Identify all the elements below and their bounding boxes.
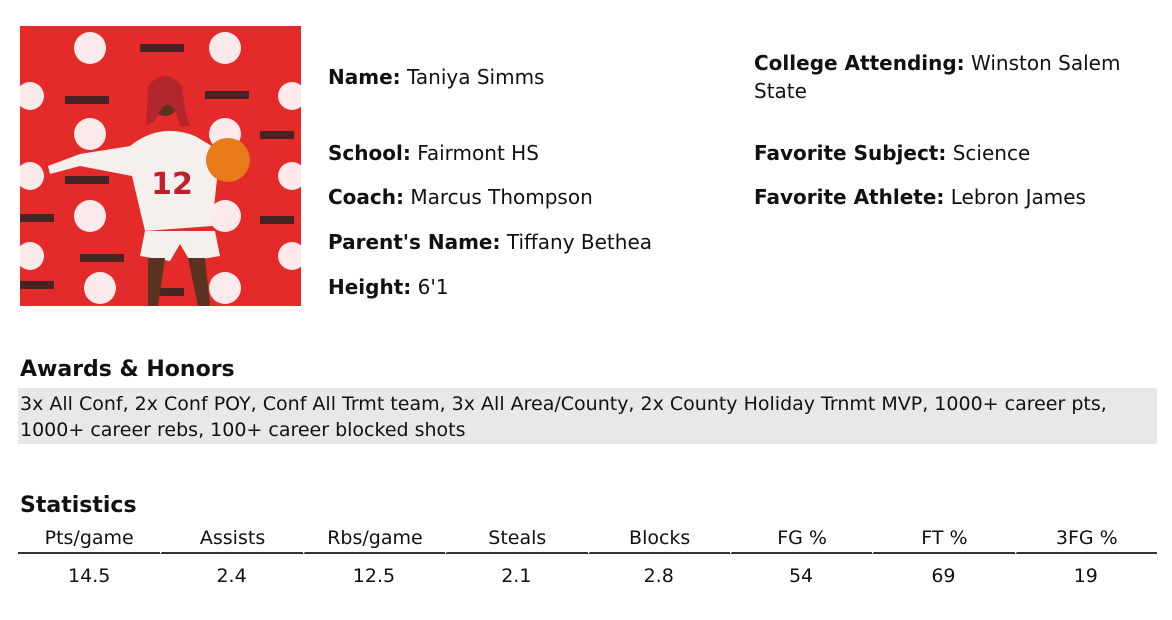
stat-header: Assists — [160, 524, 303, 554]
field: Name: Taniya Simms — [328, 63, 544, 91]
svg-text:12: 12 — [151, 167, 193, 202]
player-photo: 12 — [20, 26, 301, 306]
section-title: Awards & Honors — [20, 357, 235, 382]
stat-value: 2.4 — [216, 565, 247, 587]
field-label: Favorite Athlete: — [754, 185, 945, 209]
field-value: Lebron James — [950, 185, 1086, 209]
stat-header: Blocks — [587, 524, 730, 554]
field-label: School: — [328, 141, 411, 165]
field: School: Fairmont HS — [328, 139, 539, 167]
field-label: Name: — [328, 65, 401, 89]
stat-header: Steals — [445, 524, 588, 554]
field: College Attending: Winston Salem State — [754, 49, 1154, 105]
field-label: Height: — [328, 275, 412, 299]
field-label: Parent's Name: — [328, 230, 501, 254]
stat-header: FT % — [872, 524, 1015, 554]
field-value: Fairmont HS — [417, 141, 539, 165]
stat-header: Rbs/game — [302, 524, 446, 554]
field-value: Tiffany Bethea — [506, 230, 653, 254]
awards-text: 3x All Conf, 2x Conf POY, Conf All Trmt … — [20, 393, 1107, 441]
field: Parent's Name: Tiffany Bethea — [328, 228, 652, 256]
stats-table: Pts/game Assists Rbs/game Steals Blocks FG % F… — [18, 524, 1157, 598]
section-title: Statistics — [20, 493, 137, 518]
stat-header: 3FG % — [1014, 524, 1157, 554]
field-value: Taniya Simms — [407, 65, 545, 89]
stat-value: 19 — [1073, 565, 1098, 587]
field-value: Marcus Thompson — [410, 185, 593, 209]
field: Favorite Athlete: Lebron James — [754, 183, 1086, 211]
field-label: Coach: — [328, 185, 405, 209]
stat-value: 54 — [788, 565, 814, 587]
stat-value: 2.1 — [501, 565, 532, 587]
field-value: Winston Salem State — [754, 51, 1121, 103]
field-label: Favorite Subject: — [754, 141, 947, 165]
awards-box — [18, 388, 1157, 444]
value-row: 14.5 2.4 12.5 2.1 2.8 54 69 19 — [18, 554, 1157, 598]
field-label: College Attending: — [754, 51, 965, 75]
field: Height: 6'1 — [328, 273, 449, 301]
stat-value: 14.5 — [68, 565, 111, 587]
field-value: Science — [952, 141, 1031, 165]
field: Favorite Subject: Science — [754, 139, 1030, 167]
stat-value: 69 — [931, 565, 956, 587]
stat-header: FG % — [729, 524, 873, 554]
field: Coach: Marcus Thompson — [328, 183, 593, 211]
field-value: 6'1 — [417, 275, 449, 299]
stat-value: 12.5 — [352, 565, 396, 587]
stat-value: 2.8 — [643, 565, 674, 587]
stat-header: Pts/game — [18, 524, 161, 554]
header-row: Pts/game Assists Rbs/game Steals Blocks FG % F… — [18, 524, 1157, 554]
